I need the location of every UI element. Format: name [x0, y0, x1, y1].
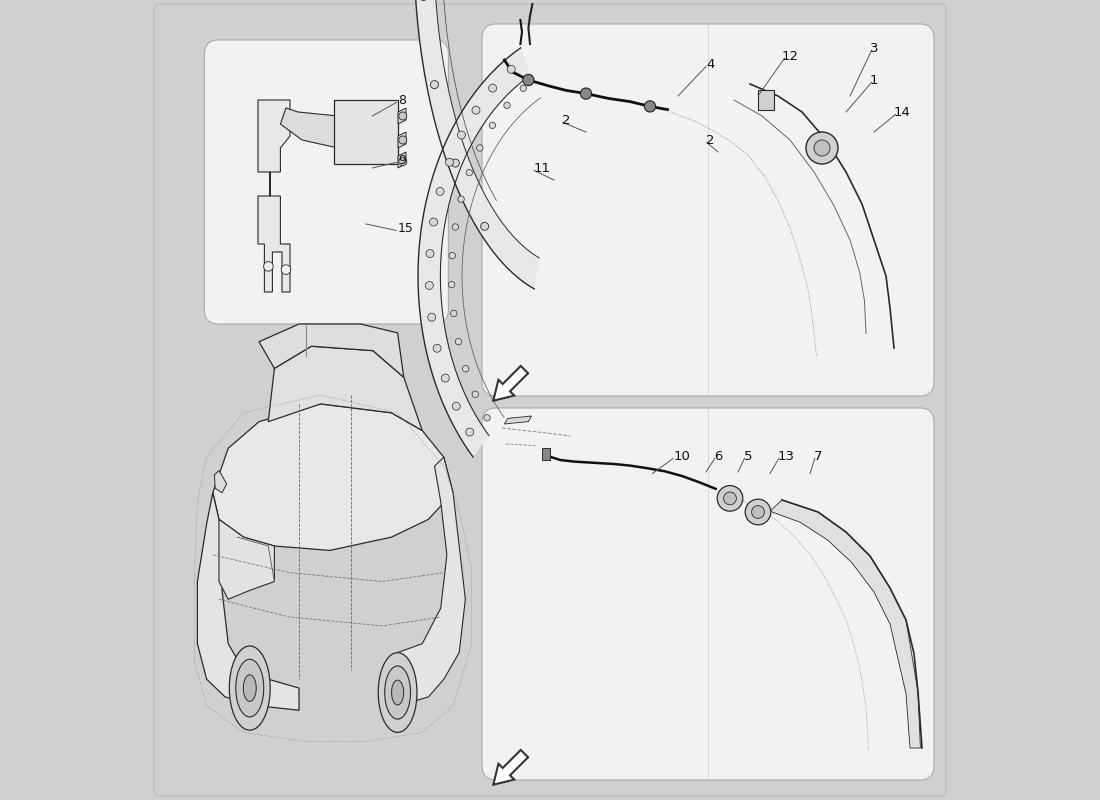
Circle shape — [490, 122, 496, 129]
Circle shape — [522, 74, 534, 86]
Text: 6: 6 — [714, 450, 723, 462]
Circle shape — [399, 136, 407, 144]
Circle shape — [751, 506, 764, 518]
Circle shape — [441, 374, 449, 382]
Circle shape — [282, 265, 290, 274]
Circle shape — [458, 196, 464, 202]
Circle shape — [814, 140, 830, 156]
Circle shape — [430, 218, 438, 226]
Polygon shape — [398, 152, 406, 168]
Polygon shape — [770, 500, 921, 748]
Circle shape — [430, 81, 439, 89]
Text: 14: 14 — [894, 106, 911, 118]
Polygon shape — [197, 493, 299, 710]
Circle shape — [455, 338, 462, 345]
Polygon shape — [268, 346, 422, 430]
Text: 12: 12 — [782, 50, 799, 62]
Text: 9: 9 — [398, 154, 406, 166]
Circle shape — [520, 85, 527, 91]
Circle shape — [451, 159, 460, 167]
Circle shape — [745, 499, 771, 525]
Polygon shape — [505, 416, 531, 424]
Text: 1: 1 — [870, 74, 879, 86]
Polygon shape — [212, 404, 453, 550]
Circle shape — [458, 131, 465, 139]
Polygon shape — [258, 324, 404, 378]
Text: 15: 15 — [398, 222, 414, 234]
Circle shape — [806, 132, 838, 164]
Polygon shape — [214, 470, 227, 493]
Circle shape — [428, 314, 436, 322]
Circle shape — [449, 253, 455, 259]
Polygon shape — [392, 680, 404, 705]
Polygon shape — [398, 108, 406, 124]
Polygon shape — [219, 519, 274, 599]
Polygon shape — [397, 457, 465, 706]
FancyBboxPatch shape — [482, 24, 934, 396]
Polygon shape — [418, 48, 531, 457]
Circle shape — [426, 282, 433, 290]
FancyBboxPatch shape — [205, 40, 449, 324]
Polygon shape — [758, 90, 774, 110]
Circle shape — [433, 344, 441, 352]
Polygon shape — [243, 674, 256, 702]
Polygon shape — [542, 448, 550, 460]
Circle shape — [484, 414, 491, 421]
Polygon shape — [398, 132, 406, 148]
Circle shape — [426, 250, 433, 258]
Polygon shape — [493, 366, 528, 401]
Circle shape — [446, 158, 453, 166]
Polygon shape — [258, 100, 290, 292]
Circle shape — [717, 486, 743, 511]
Polygon shape — [235, 659, 264, 717]
Circle shape — [264, 262, 273, 271]
Circle shape — [481, 222, 488, 230]
Circle shape — [399, 112, 407, 120]
Text: 3: 3 — [870, 42, 879, 54]
Circle shape — [452, 402, 460, 410]
Circle shape — [452, 224, 459, 230]
Text: 2: 2 — [706, 134, 715, 146]
Circle shape — [476, 145, 483, 151]
Polygon shape — [230, 646, 271, 730]
Circle shape — [507, 66, 515, 74]
Text: 2: 2 — [562, 114, 571, 126]
Text: 5: 5 — [744, 450, 752, 462]
Polygon shape — [493, 750, 528, 785]
Circle shape — [451, 310, 456, 317]
FancyBboxPatch shape — [482, 408, 934, 780]
Text: 4: 4 — [706, 58, 714, 70]
Circle shape — [436, 187, 444, 195]
Circle shape — [465, 428, 474, 436]
Text: 11: 11 — [534, 162, 551, 174]
Circle shape — [488, 84, 496, 92]
Circle shape — [399, 158, 407, 166]
Circle shape — [472, 106, 480, 114]
Circle shape — [724, 492, 736, 505]
Text: 8: 8 — [398, 94, 406, 106]
Polygon shape — [385, 666, 410, 719]
Circle shape — [581, 88, 592, 99]
Polygon shape — [280, 108, 346, 148]
Text: 13: 13 — [778, 450, 795, 462]
Circle shape — [504, 102, 510, 109]
Polygon shape — [414, 0, 565, 289]
Circle shape — [449, 282, 455, 288]
Text: 10: 10 — [673, 450, 690, 462]
Circle shape — [645, 101, 656, 112]
Circle shape — [472, 391, 478, 398]
Polygon shape — [378, 653, 417, 733]
Text: 7: 7 — [814, 450, 823, 462]
Circle shape — [462, 366, 469, 372]
Circle shape — [466, 170, 473, 176]
Polygon shape — [334, 100, 398, 164]
